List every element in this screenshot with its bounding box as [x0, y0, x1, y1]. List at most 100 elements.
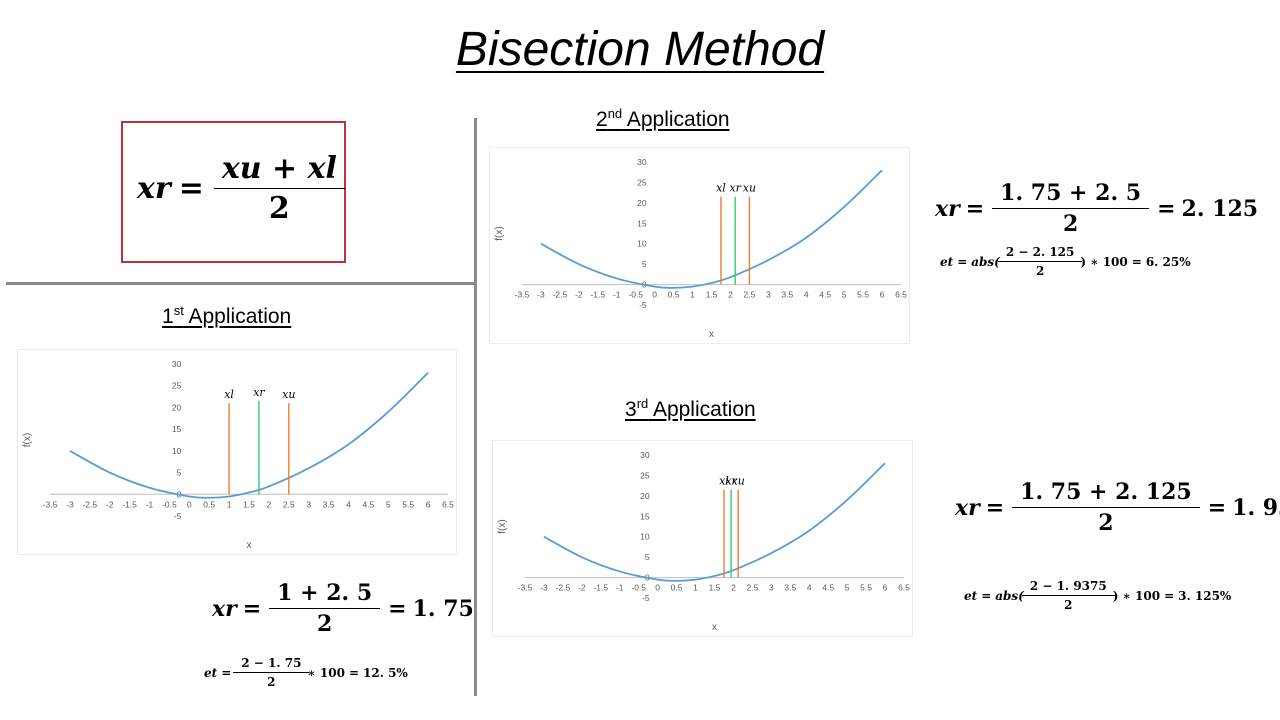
second-xr-equation: xr = 1. 75 + 2. 5 2 = 2. 125	[935, 180, 1259, 237]
vertical-divider	[474, 118, 477, 696]
x-axis-label: x	[709, 329, 714, 340]
x-tick-label: 2	[728, 290, 733, 300]
main-formula-fraction: xu + xl 2	[213, 151, 345, 226]
heading-second-sup: nd	[607, 106, 623, 121]
y-axis-label: f(x)	[494, 226, 505, 240]
heading-first-ord: 1	[162, 305, 174, 328]
x-tick-label: 6.5	[442, 499, 454, 509]
y-tick-label: 25	[640, 470, 650, 480]
marker-label-xr: xr	[253, 386, 265, 399]
x-tick-label: 2	[267, 499, 272, 509]
x-tick-label: -3.5	[518, 583, 533, 593]
x-tick-label: -1.5	[122, 499, 137, 509]
y-tick-label: 30	[640, 450, 650, 460]
x-tick-label: 1	[693, 583, 698, 593]
y-tick-label: 30	[637, 157, 647, 167]
x-tick-label: 1.5	[706, 290, 718, 300]
x-tick-label: 4.5	[362, 499, 374, 509]
x-tick-label: 6	[880, 290, 885, 300]
first-et-equation: et = 2 − 1. 75 2 ∗ 100 = 12. 5%	[204, 656, 408, 689]
first-et-numerator: 2 − 1. 75	[241, 656, 302, 670]
second-et-denominator: 2	[997, 261, 1083, 278]
x-axis-label: x	[247, 540, 252, 551]
third-et-equation: et = abs( 2 − 1. 9375 2 ) ∗ 100 = 3. 125…	[964, 579, 1232, 612]
y-tick-label: 15	[172, 424, 182, 434]
y-tick-label: -5	[174, 511, 182, 521]
y-tick-label: 5	[177, 468, 182, 478]
x-tick-label: -1	[616, 583, 624, 593]
first-et-lhs: et	[204, 665, 218, 680]
x-tick-label: 5	[386, 499, 391, 509]
x-tick-label: 1.5	[243, 499, 255, 509]
y-axis-label: f(x)	[497, 519, 508, 533]
x-tick-label: 2.5	[743, 290, 755, 300]
heading-third-label: Application	[652, 398, 756, 421]
first-et-denominator: 2	[233, 672, 310, 689]
x-tick-label: 5	[845, 583, 850, 593]
x-tick-label: 2.5	[746, 583, 758, 593]
x-tick-label: -0.5	[628, 290, 643, 300]
x-tick-label: 3	[766, 290, 771, 300]
x-tick-label: 4	[807, 583, 812, 593]
third-xr-lhs: xr	[955, 494, 980, 521]
second-xr-fraction: 1. 75 + 2. 5 2	[992, 180, 1150, 237]
x-tick-label: 3	[306, 499, 311, 509]
third-et-fraction: 2 − 1. 9375 2	[1021, 579, 1115, 612]
function-curve	[69, 372, 429, 499]
x-tick-label: -2.5	[553, 290, 568, 300]
x-tick-label: -2	[575, 290, 583, 300]
second-et-lhs: et	[940, 254, 954, 269]
x-tick-label: -2.5	[556, 583, 571, 593]
x-tick-label: -2.5	[82, 499, 97, 509]
x-tick-label: 1.5	[709, 583, 721, 593]
second-et-numerator: 2 − 2. 125	[1005, 245, 1075, 259]
third-xr-denominator: 2	[1012, 507, 1200, 536]
x-tick-label: 6.5	[895, 290, 907, 300]
x-tick-label: 0	[655, 583, 660, 593]
third-et-denominator: 2	[1021, 595, 1115, 612]
first-xr-result: 1. 75	[412, 595, 474, 622]
second-et-tail: ) ∗ 100	[1080, 254, 1128, 269]
first-xr-lhs: xr	[212, 595, 237, 622]
x-tick-label: 3.5	[781, 290, 793, 300]
marker-label-xr: xr	[729, 182, 741, 195]
chart-first-application: -5 0 5 10 15 20 25 30 -3.5 -3 -2.5 -2 -1.5 -1 -0.5 0 0.5…	[17, 349, 457, 555]
second-xr-lhs: xr	[935, 195, 960, 222]
x-tick-label: -2	[106, 499, 114, 509]
first-xr-denominator: 2	[269, 608, 381, 637]
first-et-tail: ∗ 100	[307, 665, 345, 680]
page-title-text: Bisection Method	[455, 23, 825, 76]
second-et-fn: abs(	[971, 254, 1000, 269]
y-tick-label: 20	[637, 198, 647, 208]
x-tick-label: 5.5	[857, 290, 869, 300]
function-curve	[543, 462, 886, 582]
x-tick-label: 1	[227, 499, 232, 509]
x-tick-label: 5.5	[402, 499, 414, 509]
y-tick-label: 25	[637, 177, 647, 187]
x-tick-label: 4.5	[819, 290, 831, 300]
x-tick-label: 4	[804, 290, 809, 300]
marker-label-xl: xl	[719, 475, 729, 488]
page-title: Bisection Method	[0, 22, 1280, 77]
x-tick-label: -1.5	[593, 583, 608, 593]
y-tick-label: 15	[640, 511, 650, 521]
x-tick-label: -3	[66, 499, 74, 509]
y-tick-label: 30	[172, 359, 182, 369]
main-formula-numerator: xu + xl	[221, 151, 337, 186]
x-tick-label: 0.5	[203, 499, 215, 509]
y-tick-label: 10	[637, 239, 647, 249]
heading-third-application: 3rd Application	[625, 396, 756, 422]
x-tick-label: 6	[883, 583, 888, 593]
x-tick-label: 0	[652, 290, 657, 300]
y-tick-label: 10	[172, 446, 182, 456]
x-tick-label: -1.5	[590, 290, 605, 300]
horizontal-divider	[6, 282, 474, 285]
third-xr-numerator: 1. 75 + 2. 125	[1020, 479, 1192, 505]
chart-second-application: -5 0 5 10 15 20 25 30 -3.5 -3 -2.5 -2 -1.5 -1 -0.5 0 0.5…	[489, 147, 910, 344]
x-tick-label: -2	[578, 583, 586, 593]
x-tick-label: 4	[346, 499, 351, 509]
x-tick-label: 4.5	[822, 583, 834, 593]
heading-third-ord: 3	[625, 398, 637, 421]
